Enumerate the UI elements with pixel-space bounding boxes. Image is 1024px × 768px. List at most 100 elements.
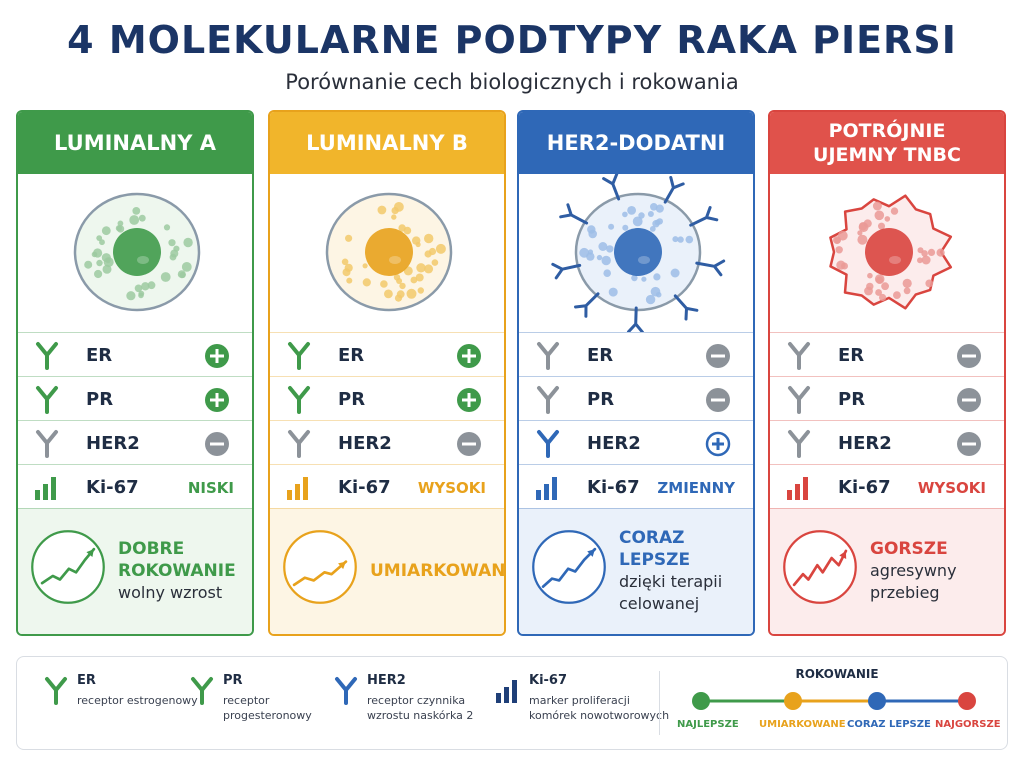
receptor-icon bbox=[284, 428, 314, 458]
legend-title: ER bbox=[77, 673, 96, 688]
cell-illustration bbox=[270, 174, 504, 332]
scale-dot bbox=[692, 692, 710, 710]
prognosis-section: CORAZ LEPSZE dzięki terapii celowanej bbox=[519, 508, 753, 634]
subtype-name: LUMINALNY A bbox=[18, 112, 252, 174]
minus-icon bbox=[956, 387, 982, 413]
marker-row-ki67: Ki-67 NISKI bbox=[18, 464, 252, 508]
legend-item: HER2 receptor czynnika wzrostu naskórka 2 bbox=[323, 671, 493, 741]
page-title: 4 MOLEKULARNE PODTYPY RAKA PIERSI bbox=[67, 18, 957, 62]
plus-icon bbox=[705, 431, 731, 457]
minus-icon bbox=[956, 343, 982, 369]
marker-label: ER bbox=[86, 345, 113, 366]
legend-title: PR bbox=[223, 673, 243, 688]
receptor-icon bbox=[284, 340, 314, 370]
prognosis-desc: agresywny przebieg bbox=[870, 561, 957, 602]
prognosis-text: DOBRE ROKOWANIE wolny wzrost bbox=[118, 509, 248, 633]
legend-desc: marker proliferacji komórek nowotworowyc… bbox=[529, 694, 670, 722]
marker-row-her2: HER2 bbox=[770, 420, 1004, 464]
marker-label: ER bbox=[838, 345, 865, 366]
prognosis-section: GORSZE agresywny przebieg bbox=[770, 508, 1004, 634]
marker-row-er: ER bbox=[270, 332, 504, 376]
marker-label: PR bbox=[86, 389, 114, 410]
legend-item: ER receptor estrogenowy bbox=[33, 671, 203, 741]
prognosis-title: GORSZE bbox=[870, 539, 948, 559]
minus-icon bbox=[956, 431, 982, 457]
ki67-value: ZMIENNY bbox=[657, 479, 735, 497]
trend-arrow-icon bbox=[278, 525, 362, 609]
receptor-icon bbox=[32, 384, 62, 414]
receptor-icon bbox=[784, 384, 814, 414]
cell-illustration bbox=[770, 174, 1004, 332]
scale-label: NAJLEPSZE bbox=[677, 719, 739, 730]
prognosis-section: DOBRE ROKOWANIE wolny wzrost bbox=[18, 508, 252, 634]
receptor-icon bbox=[533, 384, 563, 414]
prognosis-title: UMIARKOWANE bbox=[370, 561, 506, 581]
marker-row-er: ER bbox=[519, 332, 753, 376]
marker-row-ki67: Ki-67 WYSOKI bbox=[770, 464, 1004, 508]
minus-icon bbox=[456, 431, 482, 457]
minus-icon bbox=[705, 387, 731, 413]
prognosis-text: CORAZ LEPSZE dzięki terapii celowanej bbox=[619, 509, 749, 633]
subtype-name: LUMINALNY B bbox=[270, 112, 504, 174]
marker-row-pr: PR bbox=[770, 376, 1004, 420]
scale-dot bbox=[784, 692, 802, 710]
marker-label: HER2 bbox=[587, 433, 641, 454]
receptor-icon bbox=[32, 428, 62, 458]
receptor-icon bbox=[784, 340, 814, 370]
prognosis-title: DOBRE ROKOWANIE bbox=[118, 539, 236, 581]
marker-row-ki67: Ki-67 WYSOKI bbox=[270, 464, 504, 508]
scale-dot bbox=[868, 692, 886, 710]
plus-icon bbox=[204, 343, 230, 369]
cell-illustration bbox=[18, 174, 252, 332]
legend-title: Ki-67 bbox=[529, 673, 568, 688]
subtype-card: LUMINALNY A ER PR HER2 Ki-67 NISKI DOBRE ROKOW… bbox=[16, 110, 254, 636]
plus-icon bbox=[456, 387, 482, 413]
legend-desc: receptor progesteronowy bbox=[223, 694, 312, 722]
scale-dot bbox=[958, 692, 976, 710]
legend-divider bbox=[659, 671, 660, 735]
cell-illustration bbox=[519, 174, 753, 332]
legend-desc: receptor estrogenowy bbox=[77, 694, 198, 707]
ki67-value: WYSOKI bbox=[917, 479, 986, 497]
marker-row-her2: HER2 bbox=[270, 420, 504, 464]
receptor-icon bbox=[533, 428, 563, 458]
bar-chart-icon bbox=[32, 472, 62, 502]
subtype-card: LUMINALNY B ER PR HER2 Ki-67 WYSOKI UMIARKOWAN… bbox=[268, 110, 506, 636]
prognosis-text: GORSZE agresywny przebieg bbox=[870, 509, 1000, 633]
plus-icon bbox=[204, 387, 230, 413]
minus-icon bbox=[204, 431, 230, 457]
marker-label: Ki-67 bbox=[86, 477, 139, 498]
marker-row-pr: PR bbox=[519, 376, 753, 420]
page-subtitle: Porównanie cech biologicznych i rokowani… bbox=[285, 70, 739, 94]
trend-arrow-icon bbox=[527, 525, 611, 609]
marker-label: ER bbox=[587, 345, 614, 366]
marker-label: Ki-67 bbox=[338, 477, 391, 498]
subtype-card: HER2-DODATNI ER PR HER2 Ki-67 ZMIENNY CORAZ LE… bbox=[517, 110, 755, 636]
receptor-icon bbox=[284, 384, 314, 414]
marker-label: Ki-67 bbox=[838, 477, 891, 498]
bar-chart-icon bbox=[533, 472, 563, 502]
legend-item: Ki-67 marker proliferacji komórek nowotwo… bbox=[485, 671, 669, 741]
marker-row-er: ER bbox=[770, 332, 1004, 376]
subtype-name: POTRÓJNIE UJEMNY TNBC bbox=[770, 112, 1004, 174]
legend-item: PR receptor progesteronowy bbox=[179, 671, 349, 741]
marker-label: HER2 bbox=[86, 433, 140, 454]
prognosis-desc: wolny wzrost bbox=[118, 583, 223, 602]
minus-icon bbox=[705, 343, 731, 369]
marker-label: PR bbox=[587, 389, 615, 410]
ki67-value: NISKI bbox=[187, 479, 234, 497]
prognosis-title: CORAZ LEPSZE bbox=[619, 528, 691, 570]
bar-chart-icon bbox=[784, 472, 814, 502]
bar-chart-icon bbox=[284, 472, 314, 502]
prognosis-scale-title: ROKOWANIE bbox=[795, 667, 879, 681]
marker-row-pr: PR bbox=[18, 376, 252, 420]
trend-arrow-icon bbox=[778, 525, 862, 609]
prognosis-desc: dzięki terapii celowanej bbox=[619, 572, 723, 613]
prognosis-text: UMIARKOWANE bbox=[370, 509, 506, 633]
prognosis-section: UMIARKOWANE bbox=[270, 508, 506, 634]
subtype-name: HER2-DODATNI bbox=[519, 112, 753, 174]
marker-label: Ki-67 bbox=[587, 477, 640, 498]
legend-title: HER2 bbox=[367, 673, 406, 688]
marker-row-her2: HER2 bbox=[519, 420, 753, 464]
subtype-card: POTRÓJNIE UJEMNY TNBC ER PR HER2 Ki-67 WYSOKI… bbox=[768, 110, 1006, 636]
